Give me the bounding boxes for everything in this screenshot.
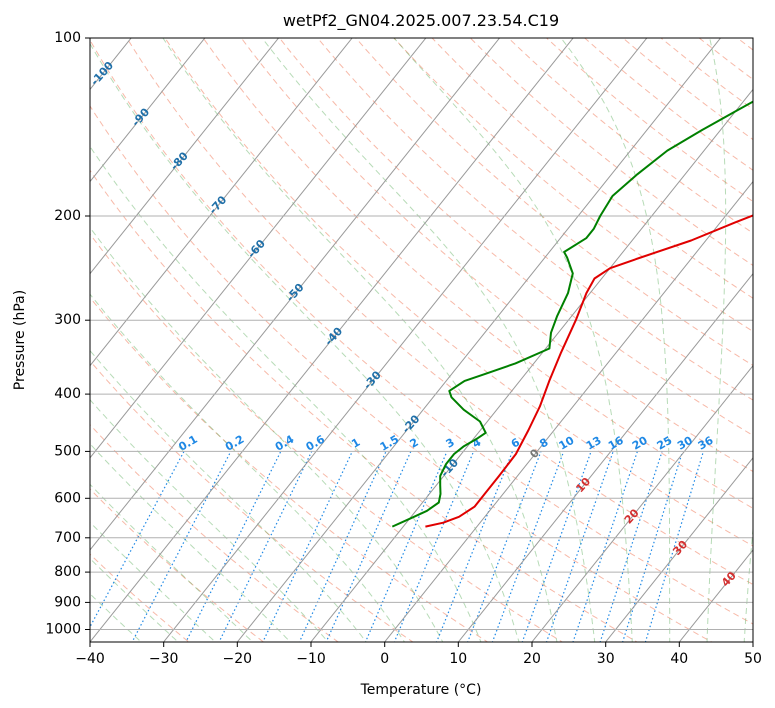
mixing-ratio-line: [644, 451, 704, 642]
mixing-ratio-line: [622, 451, 684, 642]
mixing-ratio-line: [599, 451, 663, 642]
isotherm-gridline: [90, 38, 427, 459]
y-axis-title: Pressure (hPa): [12, 290, 28, 390]
x-tick-label: −20: [223, 651, 253, 667]
dewpoint-profile-line: [391, 100, 753, 528]
mixing-ratio-line: [325, 451, 412, 642]
y-tick-label: 600: [54, 490, 81, 506]
x-tick-label: −10: [296, 651, 326, 667]
mixing-ratio-line: [218, 451, 313, 642]
mixing-ratio-line: [262, 451, 353, 642]
moist-adiabat-line: [261, 38, 596, 642]
y-tick-label: 400: [54, 386, 81, 402]
x-axis-ticks: −40 −30 −20 −10 0 10 20 30 40 50: [75, 642, 762, 667]
isotherm-gridline: [383, 180, 753, 642]
y-tick-label: 100: [54, 30, 81, 46]
isotherm-gridline: [310, 88, 753, 642]
chart-title: wetPf2_GN04.2025.007.23.54.C19: [283, 11, 559, 31]
temperature-profile-line: [425, 214, 753, 528]
dry-adiabat-line: [164, 38, 753, 547]
y-tick-label: 500: [54, 443, 81, 459]
moist-adiabat-line: [393, 38, 633, 642]
y-tick-label: 900: [54, 594, 81, 610]
mixing-ratio-line: [298, 451, 387, 642]
isotherm-gridline: [531, 364, 753, 642]
moist-adiabat-line: [90, 593, 142, 642]
mixing-ratio-line: [491, 451, 565, 642]
isotherm-gridline: [236, 38, 722, 642]
mixing-ratio-line: [185, 451, 282, 642]
y-tick-label: 800: [54, 564, 81, 580]
skewed-isotherms: [90, 38, 753, 642]
x-tick-label: 50: [744, 651, 762, 667]
isotherm-gridline: [90, 38, 280, 275]
plot-frame: [89, 37, 754, 643]
mixing-ratio-line: [364, 451, 448, 642]
mixing-ratio-line: [435, 451, 514, 642]
dry-adiabat-line: [202, 38, 753, 509]
isotherm-gridline: [457, 272, 753, 642]
x-tick-label: 30: [597, 651, 615, 667]
sounding-series: [391, 100, 753, 528]
x-tick-label: 40: [670, 651, 688, 667]
y-axis-ticks: 100 200 300 400 500 600 700 800 900 1000: [45, 30, 90, 638]
isotherm-gridline: [162, 38, 648, 642]
dry-adiabat-line: [90, 233, 564, 642]
dry-adiabat-line: [90, 105, 713, 642]
y-tick-label: 200: [54, 208, 81, 224]
x-tick-label: −40: [75, 651, 105, 667]
dry-adiabat-line: [90, 360, 414, 642]
moist-adiabat-line: [90, 145, 482, 642]
moist-adiabat-line: [90, 42, 520, 642]
dry-adiabat-line: [431, 38, 753, 299]
dry-adiabat-line: [316, 38, 753, 401]
isotherm-gridline: [90, 38, 501, 551]
moist-adiabat-line: [90, 521, 216, 642]
y-tick-label: 700: [54, 530, 81, 546]
isotherm-gridline: [90, 38, 206, 183]
moist-adiabat-line: [743, 523, 753, 642]
x-axis-title: Temperature (°C): [360, 682, 482, 698]
dry-adiabat-line: [90, 169, 639, 642]
x-tick-label: 20: [523, 651, 541, 667]
isotherm-gridline: [90, 38, 353, 367]
dry-adiabat-line: [90, 423, 340, 642]
mixing-ratio-line: [393, 451, 475, 642]
dry-adiabat-line: [240, 38, 753, 473]
x-tick-label: 10: [449, 651, 467, 667]
dry-adiabat-line: [90, 39, 753, 625]
dry-adiabat-line: [393, 38, 753, 333]
dry-adiabat-line: [278, 38, 753, 437]
y-tick-label: 1000: [45, 622, 81, 638]
moist-adiabat-line: [90, 557, 179, 642]
x-tick-label: 0: [380, 651, 389, 667]
isotherm-gridline: [90, 38, 574, 642]
x-tick-label: −30: [149, 651, 179, 667]
dry-adiabats: [90, 38, 753, 642]
isobar-gridlines: [90, 38, 753, 630]
isotherm-gridline: [604, 456, 753, 642]
y-tick-label: 300: [54, 312, 81, 328]
